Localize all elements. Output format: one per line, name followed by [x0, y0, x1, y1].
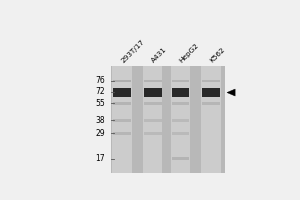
Bar — [202, 80, 220, 82]
Text: 29: 29 — [95, 129, 105, 138]
Text: A431: A431 — [150, 46, 168, 64]
Bar — [113, 119, 131, 122]
Text: HepG2: HepG2 — [178, 42, 200, 64]
Bar — [172, 132, 189, 135]
Text: 76: 76 — [95, 76, 105, 85]
Bar — [113, 102, 131, 105]
Bar — [144, 88, 161, 97]
Text: 38: 38 — [95, 116, 105, 125]
Bar — [143, 66, 163, 173]
Bar — [172, 80, 189, 82]
Bar — [172, 88, 189, 97]
Text: 293T/17: 293T/17 — [120, 39, 146, 64]
Bar — [172, 119, 189, 122]
Polygon shape — [227, 89, 235, 96]
Bar — [111, 66, 225, 173]
Bar — [144, 119, 161, 122]
Bar — [202, 88, 220, 97]
Bar — [172, 102, 189, 105]
Bar — [113, 80, 131, 82]
Text: 17: 17 — [95, 154, 105, 163]
Bar — [144, 80, 161, 82]
Bar — [202, 102, 220, 105]
Bar — [144, 132, 161, 135]
Bar — [113, 88, 131, 97]
Text: 55: 55 — [95, 99, 105, 108]
Bar — [144, 102, 161, 105]
Text: K562: K562 — [208, 47, 226, 64]
Bar — [172, 157, 189, 160]
Text: 72: 72 — [95, 87, 105, 96]
Bar — [113, 132, 131, 135]
Bar — [201, 66, 220, 173]
Bar — [112, 66, 132, 173]
Bar — [171, 66, 190, 173]
